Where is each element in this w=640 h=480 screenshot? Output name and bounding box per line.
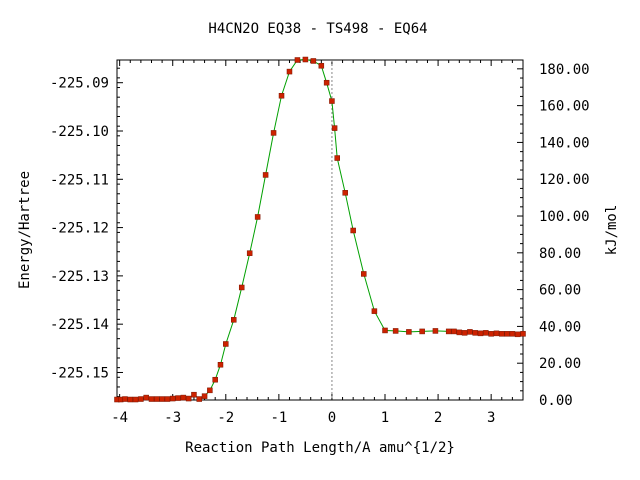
data-point [499, 331, 505, 337]
data-point [185, 395, 192, 402]
data-point [148, 396, 155, 402]
data-point [342, 190, 348, 196]
data-point [207, 387, 213, 394]
y-axis-label: Energy/Hartree [17, 171, 33, 289]
y2-tick-label: 100.00 [539, 209, 590, 225]
y2-tick-label: 120.00 [539, 172, 590, 188]
data-point [472, 330, 478, 336]
data-point [231, 317, 237, 323]
y-tick-label: -225.14 [50, 317, 109, 333]
data-point [180, 394, 187, 401]
data-point [504, 331, 510, 337]
y2-tick-label: 160.00 [539, 99, 590, 115]
data-point [461, 330, 468, 336]
y2-tick-label: 140.00 [539, 135, 590, 151]
y2-axis-label: kJ/mol [604, 205, 620, 256]
data-point [382, 327, 388, 334]
x-tick-label: -2 [217, 410, 234, 426]
data-point [154, 396, 160, 402]
data-points [114, 56, 526, 403]
data-point [493, 330, 500, 337]
data-point [331, 125, 338, 131]
x-tick-label: 2 [434, 410, 442, 426]
y2-tick-label: 180.00 [539, 62, 590, 78]
data-point [122, 396, 128, 402]
data-point [270, 130, 277, 136]
data-point [467, 329, 473, 335]
data-point [509, 331, 516, 337]
data-point [132, 396, 139, 403]
data-point [419, 328, 425, 335]
data-point [371, 308, 378, 314]
data-point [477, 330, 484, 337]
data-point [262, 172, 269, 178]
chart-title: H4CN2O EQ38 - TS498 - EQ64 [208, 21, 427, 37]
y-tick-label: -225.11 [50, 172, 109, 188]
data-point [278, 92, 285, 99]
data-point [445, 328, 452, 335]
x-tick-label: -3 [164, 410, 181, 426]
data-point [329, 98, 335, 104]
data-point [201, 393, 208, 399]
data-point [302, 56, 309, 63]
data-point [246, 250, 253, 256]
y2-tick-label: 40.00 [539, 319, 581, 335]
y-tick-label: -225.12 [50, 221, 109, 237]
y-tick-label: -225.10 [50, 124, 109, 140]
data-point [483, 330, 489, 336]
data-point [164, 396, 171, 402]
y-axis-left: -225.09 -225.10 -225.11 -225.12 -225.13 -225.… [50, 67, 123, 398]
x-axis: -4 -3 -2 -1 0 1 2 3 [111, 60, 513, 426]
energy-curve [117, 58, 524, 400]
y-tick-label: -225.09 [50, 76, 109, 92]
y2-tick-label: 60.00 [539, 283, 581, 299]
data-point [334, 155, 340, 161]
y2-tick-label: 20.00 [539, 356, 581, 372]
data-point [196, 396, 203, 402]
data-point [456, 329, 463, 336]
y-axis-right: 0.00 20.00 40.00 60.00 80.00 100.00 120.00 140.… [517, 62, 590, 409]
data-point [294, 57, 301, 63]
x-tick-label: 0 [328, 410, 336, 426]
data-point [138, 396, 144, 402]
y2-tick-label: 80.00 [539, 246, 581, 262]
data-point [212, 376, 218, 383]
data-point [432, 328, 439, 334]
data-point [451, 328, 457, 335]
data-point [143, 394, 149, 401]
data-point [169, 395, 176, 402]
data-point [238, 284, 245, 291]
data-point [350, 227, 356, 234]
x-axis-label: Reaction Path Length/A amu^{1/2} [185, 440, 455, 456]
y2-tick-label: 0.00 [539, 393, 573, 409]
y-tick-label: -225.15 [50, 365, 109, 381]
data-point [520, 331, 526, 337]
x-tick-label: -1 [270, 410, 287, 426]
data-point [217, 361, 224, 368]
data-point [223, 341, 229, 347]
data-point [286, 68, 293, 75]
x-tick-label: 1 [381, 410, 389, 426]
data-point [175, 395, 181, 401]
data-point [323, 79, 330, 86]
plot-frame [116, 59, 524, 401]
x-tick-label: -4 [111, 410, 128, 426]
data-point [406, 329, 412, 335]
data-point [392, 328, 399, 334]
data-point [488, 331, 494, 337]
data-point [514, 331, 521, 338]
data-point [318, 63, 325, 69]
x-tick-label: 3 [487, 410, 495, 426]
data-point [254, 214, 261, 220]
data-point [191, 391, 197, 398]
data-point [127, 396, 134, 403]
y-tick-label: -225.13 [50, 269, 109, 285]
data-point [361, 271, 367, 277]
data-point [310, 58, 317, 64]
data-point [159, 396, 165, 402]
